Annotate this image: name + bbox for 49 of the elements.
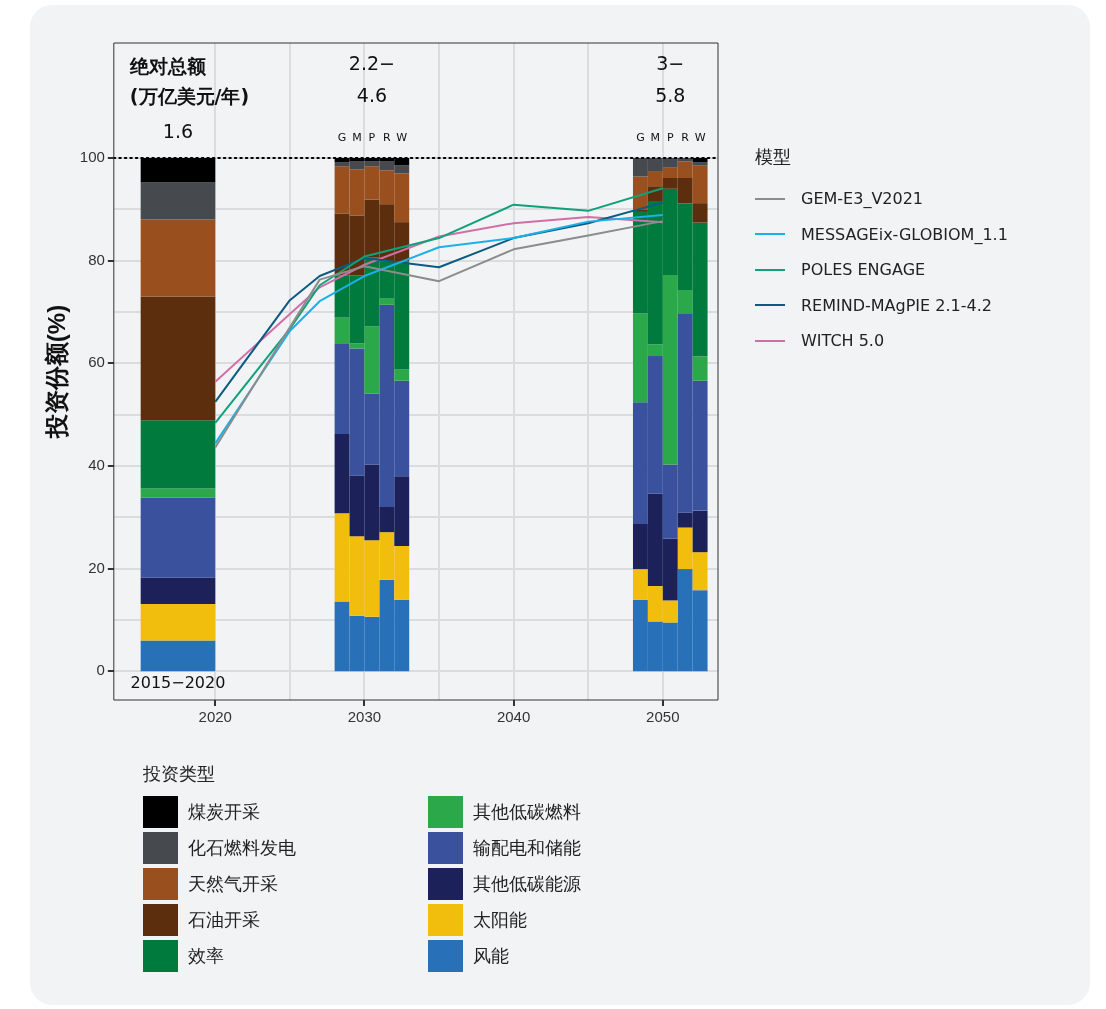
y-tick-label: 100 [79,148,105,166]
text: 投资类型 [143,762,216,786]
bar [379,298,395,305]
annotation: G [636,130,645,144]
x-tick-label: 2040 [496,708,531,726]
legend-title: 模型 [755,145,792,169]
y-tick-label: 0 [96,661,105,679]
y-tick-label: 40 [88,456,105,474]
bar [692,356,708,381]
annotation: 1.6 [162,119,194,142]
y-tick-label: 60 [88,353,105,371]
legend-label: 太阳能 [473,908,527,932]
annotation: M [650,130,661,144]
legend-label: 天然气开采 [188,872,278,896]
legend-label: 石油开采 [188,908,260,932]
annotation: W [694,130,706,144]
legend-label: 其他低碳能源 [473,872,581,896]
bar [334,317,350,344]
legend-label: 化石燃料发电 [188,836,296,860]
annotation: G [337,130,347,144]
annotation: 绝对总额 (万亿美元/年) [128,54,250,107]
x-tick-label: 2050 [646,708,680,726]
annotation: 2015−2020 [130,673,226,693]
annotation: 3− 5.8 [655,51,686,106]
legend-label: 效率 [188,944,224,968]
legend-label: 其他低碳燃料 [473,800,581,824]
legend-label: REMIND-MAgPIE 2.1-4.2 [801,295,992,315]
legend-label: 输配电和储能 [473,836,581,860]
x-tick-label: 2020 [198,708,232,726]
bar [692,162,708,166]
y-tick-label: 20 [88,558,105,576]
annotation: P [368,130,376,144]
legend-label: 风能 [473,944,509,968]
bar [394,369,410,381]
x-tick-label: 2030 [347,708,382,726]
legend-label: WITCH 5.0 [801,331,885,351]
annotation: M [352,130,362,144]
annotation: 2.2− 4.6 [348,51,395,106]
legend-label: POLES ENGAGE [801,260,926,280]
legend-label: GEM-E3_V2021 [801,189,924,209]
y-axis-title: 投资份额(%) [43,304,71,440]
legend-label: 煤炭开采 [188,800,260,824]
annotation: P [666,130,674,144]
annotation: R [681,130,690,144]
annotation: R [383,130,391,144]
y-tick-label: 80 [88,250,105,268]
annotation: W [396,130,408,144]
bar [692,203,708,223]
legend-label: MESSAGEix-GLOBIOM_1.1 [801,224,1008,244]
